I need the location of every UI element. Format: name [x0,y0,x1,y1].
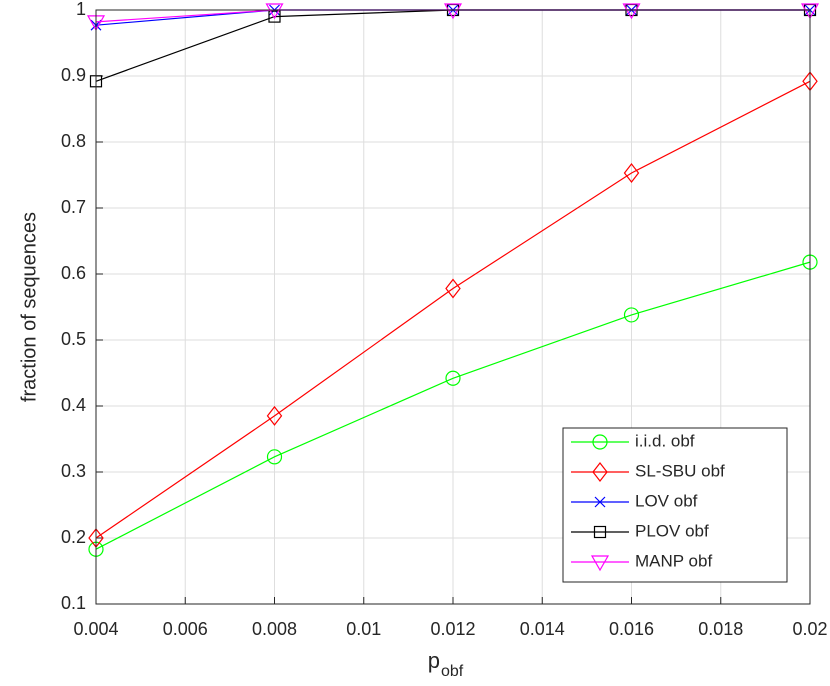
data-point [623,163,640,183]
y-tick-label: 0.2 [61,527,86,547]
x-axis-label-subscript: obf [441,663,464,680]
series-line [95,80,811,539]
x-tick-label: 0.006 [163,619,208,639]
data-point [266,449,283,465]
legend-label: SL-SBU obf [635,461,725,480]
legend-marker [592,462,608,482]
data-point [266,405,283,426]
data-point [800,3,820,20]
y-tick-label: 0.9 [61,65,86,85]
data-point [445,370,461,386]
y-tick-label: 0.5 [61,329,86,349]
legend-marker [593,525,607,539]
x-tick-label: 0.018 [698,619,743,639]
data-point [623,307,640,323]
data-point [622,3,641,20]
y-tick-label: 0.4 [61,395,86,415]
y-tick-label: 0.1 [61,593,86,613]
x-tick-label: 0.004 [73,619,118,639]
legend-label: LOV obf [635,491,698,510]
y-tick-label: 0.6 [61,263,86,283]
x-tick-label: 0.02 [792,619,827,639]
data-point [268,10,281,23]
y-axis-label: fraction of sequences [18,212,40,402]
legend-marker [594,496,606,508]
legend-marker [592,434,608,450]
legend-label: PLOV obf [635,521,709,540]
legend-marker [590,555,610,572]
x-axis-label: p [428,648,440,673]
legend-label: i.i.d. obf [635,431,695,450]
series-line [95,261,811,550]
x-tick-label: 0.014 [520,619,565,639]
legend-label: MANP obf [635,551,712,570]
data-point [265,3,284,20]
y-tick-label: 0.8 [61,131,86,151]
data-point [443,3,463,20]
y-tick-label: 1 [76,0,86,19]
y-tick-label: 0.7 [61,197,86,217]
x-tick-label: 0.012 [430,619,475,639]
x-tick-label: 0.01 [346,619,381,639]
y-tick-label: 0.3 [61,461,86,481]
axes-frame [95,9,811,605]
data-point [445,278,461,299]
x-tick-label: 0.016 [609,619,654,639]
x-tick-label: 0.008 [252,619,297,639]
